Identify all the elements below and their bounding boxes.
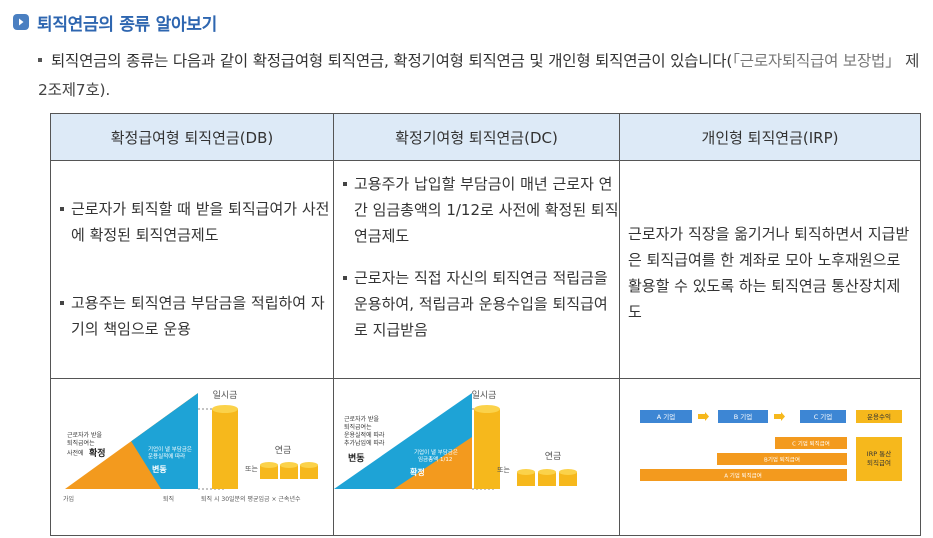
list-item: 고용주는 퇴직연금 부담금을 적립하여 자기의 책임으로 운용 [51, 290, 333, 342]
company-a-label: A 기업 [657, 412, 675, 421]
article-reference: 제2조제7호). [38, 52, 920, 99]
company-b-label: B 기업 [734, 412, 753, 421]
dc-company-text: 기업이 낼 부담금은 [414, 448, 458, 456]
db-diagram: 일시금 또는 연금 근로자가 받을 퇴직급여는 사전에 확정 기업이 낼 부담금… [63, 390, 318, 503]
company-b-box [718, 410, 768, 423]
coin-top [212, 405, 238, 413]
bullet-icon [38, 57, 42, 62]
intro-text: 퇴직연금의 종류는 다음과 같이 확정급여형 퇴직연금, 확정기여형 퇴직연금 … [51, 52, 733, 70]
company-c-label: C 기업 [814, 412, 833, 421]
db-left-text: 사전에 [67, 449, 84, 457]
db-variable-area [131, 393, 198, 489]
pension-coins [517, 469, 577, 486]
dc-fixed-wedge [394, 437, 472, 489]
irp-total-box [856, 437, 902, 481]
dc-diagram: 일시금 또는 연금 근로자가 받을 퇴직급여는 운용실적에 따라 추가납입에 따… [334, 390, 577, 490]
return-label: 운용수익 [867, 413, 891, 421]
x-axis-label: 퇴직 [163, 495, 174, 503]
pension-coins [260, 462, 318, 479]
bar-company-c [775, 437, 847, 449]
pension-types-table: 확정급여형 퇴직연금(DB) 확정기여형 퇴직연금(DC) 개인형 퇴직연금(I… [50, 113, 921, 536]
db-diagram-cell: 일시금 또는 연금 근로자가 받을 퇴직급여는 사전에 확정 기업이 낼 부담금… [50, 378, 334, 536]
dc-left-text: 퇴직급여는 [344, 423, 372, 431]
section-header: 퇴직연금의 종류 알아보기 [13, 10, 217, 35]
db-description: 근로자가 퇴직할 때 받을 퇴직급여가 사전에 확정된 퇴직연금제도 고용주는 … [50, 160, 334, 379]
bar-a-label: A 기업 퇴직급여 [724, 472, 762, 480]
intro-paragraph: 퇴직연금의 종류는 다음과 같이 확정급여형 퇴직연금, 확정기여형 퇴직연금 … [38, 47, 928, 105]
dc-description: 고용주가 납입할 부담금이 매년 근로자 연간 임금총액의 1/12로 사전에 … [333, 160, 620, 379]
dc-variable-label: 변동 [348, 452, 365, 464]
dc-diagram-cell: 일시금 또는 연금 근로자가 받을 퇴직급여는 운용실적에 따라 추가납입에 따… [333, 378, 620, 536]
lump-sum-bar [212, 409, 238, 489]
irp-diagram: A 기업 B 기업 C 기업 운용수익 C 기업 퇴직급여 B기업 퇴직급여 A… [640, 410, 902, 481]
dc-fixed-label: 확정 [410, 467, 425, 477]
or-label: 또는 [245, 465, 258, 473]
db-left-text: 퇴직급여는 [67, 439, 95, 447]
coin-top [474, 405, 500, 413]
lump-sum-label: 일시금 [213, 390, 238, 401]
list-item: 근로자는 직접 자신의 퇴직연금 적립금을 운용하여, 적립금과 운용수입을 퇴… [334, 265, 619, 343]
arrow-right-icon [698, 412, 709, 421]
header-irp: 개인형 퇴직연금(IRP) [619, 113, 921, 161]
play-arrow-icon [13, 14, 29, 30]
irp-text: 근로자가 직장을 옮기거나 퇴직하면서 지급받은 퇴직급여를 한 계좌로 모아 … [628, 225, 910, 321]
lump-sum-label: 일시금 [472, 390, 497, 401]
bar-c-label: C 기업 퇴직급여 [792, 440, 830, 448]
db-company-text: 기업이 낼 부담금은 [148, 445, 192, 453]
db-left-text: 근로자가 받을 [67, 431, 103, 439]
bullet-icon [60, 207, 64, 211]
header-db: 확정급여형 퇴직연금(DB) [50, 113, 334, 161]
db-fixed-label: 확정 [89, 447, 106, 459]
arrow-right-icon [774, 412, 785, 421]
bullet-icon [343, 182, 347, 186]
law-reference: 「근로자퇴직급여 보장법」 [732, 52, 901, 70]
table-diagram-row: 일시금 또는 연금 근로자가 받을 퇴직급여는 사전에 확정 기업이 낼 부담금… [50, 378, 921, 536]
db-variable-label: 변동 [152, 464, 167, 474]
list-item: 근로자가 퇴직할 때 받을 퇴직급여가 사전에 확정된 퇴직연금제도 [51, 196, 333, 248]
irp-diagram-cell: A 기업 B 기업 C 기업 운용수익 C 기업 퇴직급여 B기업 퇴직급여 A… [619, 378, 921, 536]
or-label: 또는 [497, 466, 510, 474]
header-dc: 확정기여형 퇴직연금(DC) [333, 113, 620, 161]
dc-left-text: 근로자가 받을 [344, 415, 380, 423]
return-box [856, 410, 902, 423]
irp-total-label: 퇴직급여 [867, 458, 891, 467]
bar-company-b [717, 453, 847, 465]
bullet-icon [60, 301, 64, 305]
list-item: 고용주가 납입할 부담금이 매년 근로자 연간 임금총액의 1/12로 사전에 … [334, 171, 619, 249]
dc-left-text: 추가납입에 따라 [344, 439, 385, 447]
bar-b-label: B기업 퇴직급여 [764, 456, 800, 464]
dc-left-text: 운용실적에 따라 [344, 431, 385, 439]
lump-sum-bar [474, 409, 500, 489]
table-header-row: 확정급여형 퇴직연금(DB) 확정기여형 퇴직연금(DC) 개인형 퇴직연금(I… [50, 113, 921, 161]
company-a-box [640, 410, 692, 423]
bullet-icon [343, 276, 347, 280]
formula-label: 퇴직 시 30일분의 평균임금 × 근속년수 [201, 495, 301, 503]
dc-company-text: 임금총액 1/12 [418, 455, 452, 463]
x-axis-label: 가입 [63, 495, 74, 503]
bar-company-a [640, 469, 847, 481]
pension-label: 연금 [275, 445, 292, 456]
pension-label: 연금 [545, 451, 562, 462]
irp-description: 근로자가 직장을 옮기거나 퇴직하면서 지급받은 퇴직급여를 한 계좌로 모아 … [619, 160, 921, 379]
db-company-text: 운용실적에 따라 [148, 452, 185, 460]
section-title: 퇴직연금의 종류 알아보기 [37, 14, 217, 35]
table-description-row: 근로자가 퇴직할 때 받을 퇴직급여가 사전에 확정된 퇴직연금제도 고용주는 … [50, 160, 921, 379]
company-c-box [800, 410, 846, 423]
irp-total-label: IRP 통산 [867, 449, 891, 458]
